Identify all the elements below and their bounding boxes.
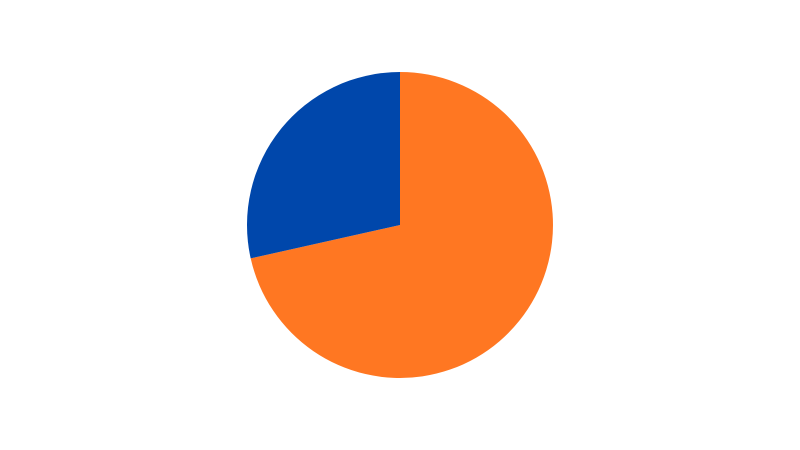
pie-slices <box>246 72 553 379</box>
pie-slice-2 <box>246 72 400 259</box>
pie-slice-1 <box>250 72 553 379</box>
